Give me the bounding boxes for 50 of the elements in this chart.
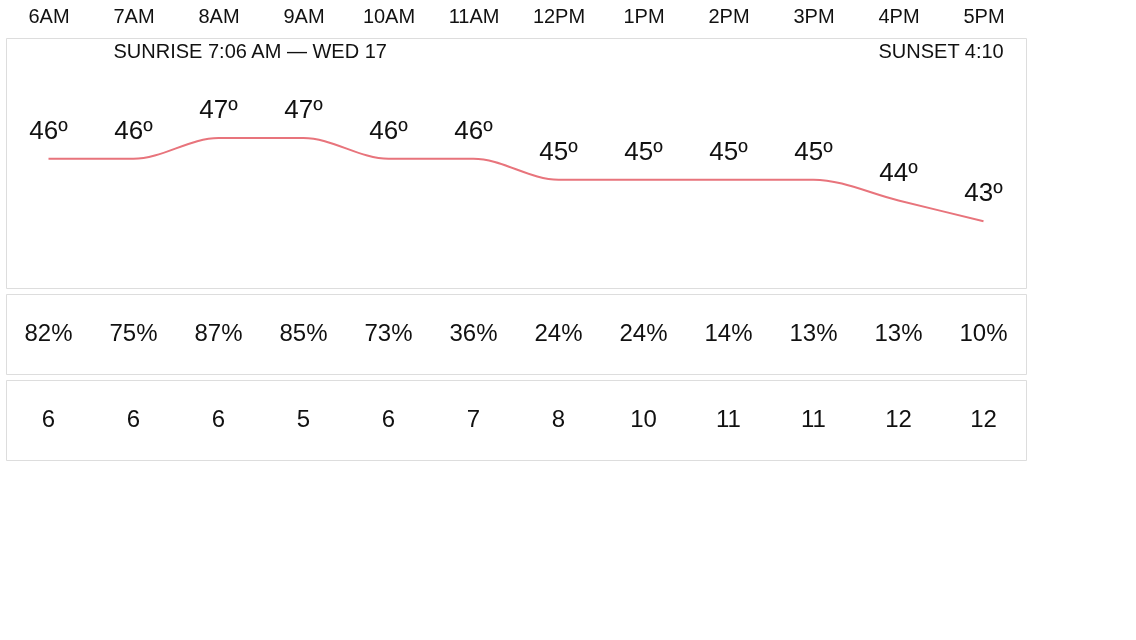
x-tick-label: 4PM — [878, 4, 920, 27]
data-label: 47º — [284, 94, 324, 124]
data-label: 24% — [534, 319, 583, 346]
x-tick-label: 3PM — [793, 4, 835, 27]
data-label: 46º — [454, 114, 494, 145]
data-label: 46º — [114, 114, 154, 145]
data-label: 24% — [619, 319, 668, 346]
data-label: 11 — [801, 405, 826, 432]
data-label: 44º — [879, 156, 919, 187]
x-tick-label: 11AM — [448, 4, 500, 27]
data-label: 36% — [449, 319, 498, 346]
data-label: 45º — [794, 135, 834, 166]
data-label: 13% — [874, 319, 923, 346]
data-label: 10 — [630, 405, 657, 432]
data-label: 85% — [279, 319, 328, 346]
data-label: 75% — [109, 319, 158, 346]
x-tick-label: 7AM — [113, 4, 155, 27]
data-label: 11 — [716, 405, 741, 432]
data-label: 45º — [624, 135, 664, 166]
x-tick-label: 1PM — [623, 4, 665, 27]
data-label: 82% — [24, 319, 73, 346]
text: SUNSET 4:10 — [878, 40, 1004, 62]
x-tick-label: 12PM — [532, 4, 586, 27]
data-label: 12 — [970, 405, 997, 432]
data-label: 14% — [704, 319, 753, 346]
data-label: 7 — [466, 405, 481, 432]
data-label: 6 — [211, 405, 226, 432]
data-label: 87% — [194, 319, 243, 346]
x-tick-label: 10AM — [362, 4, 416, 27]
data-label: 6 — [381, 405, 396, 432]
x-tick-label: 9AM — [283, 4, 325, 27]
data-label: 45º — [539, 135, 579, 166]
x-tick-label: 8AM — [198, 4, 240, 27]
data-label: 45º — [709, 135, 749, 166]
data-label: 13% — [789, 319, 838, 346]
data-label: 46º — [369, 114, 409, 145]
data-label: 47º — [199, 94, 239, 124]
data-label: 5 — [296, 405, 311, 432]
data-label: 6 — [41, 405, 56, 432]
x-tick-label: 5PM — [963, 4, 1005, 27]
x-tick-label: 2PM — [708, 4, 750, 27]
text: SUNRISE 7:06 AM — WED 17 — [113, 40, 387, 62]
data-label: 12 — [885, 405, 912, 432]
data-label: 46º — [29, 114, 69, 145]
x-tick-label: 6AM — [28, 4, 70, 27]
data-label: 8 — [551, 405, 566, 432]
data-label: 73% — [364, 319, 413, 346]
data-label: 6 — [126, 405, 141, 432]
data-label: 43º — [964, 177, 1004, 208]
data-label: 10% — [959, 319, 1008, 346]
